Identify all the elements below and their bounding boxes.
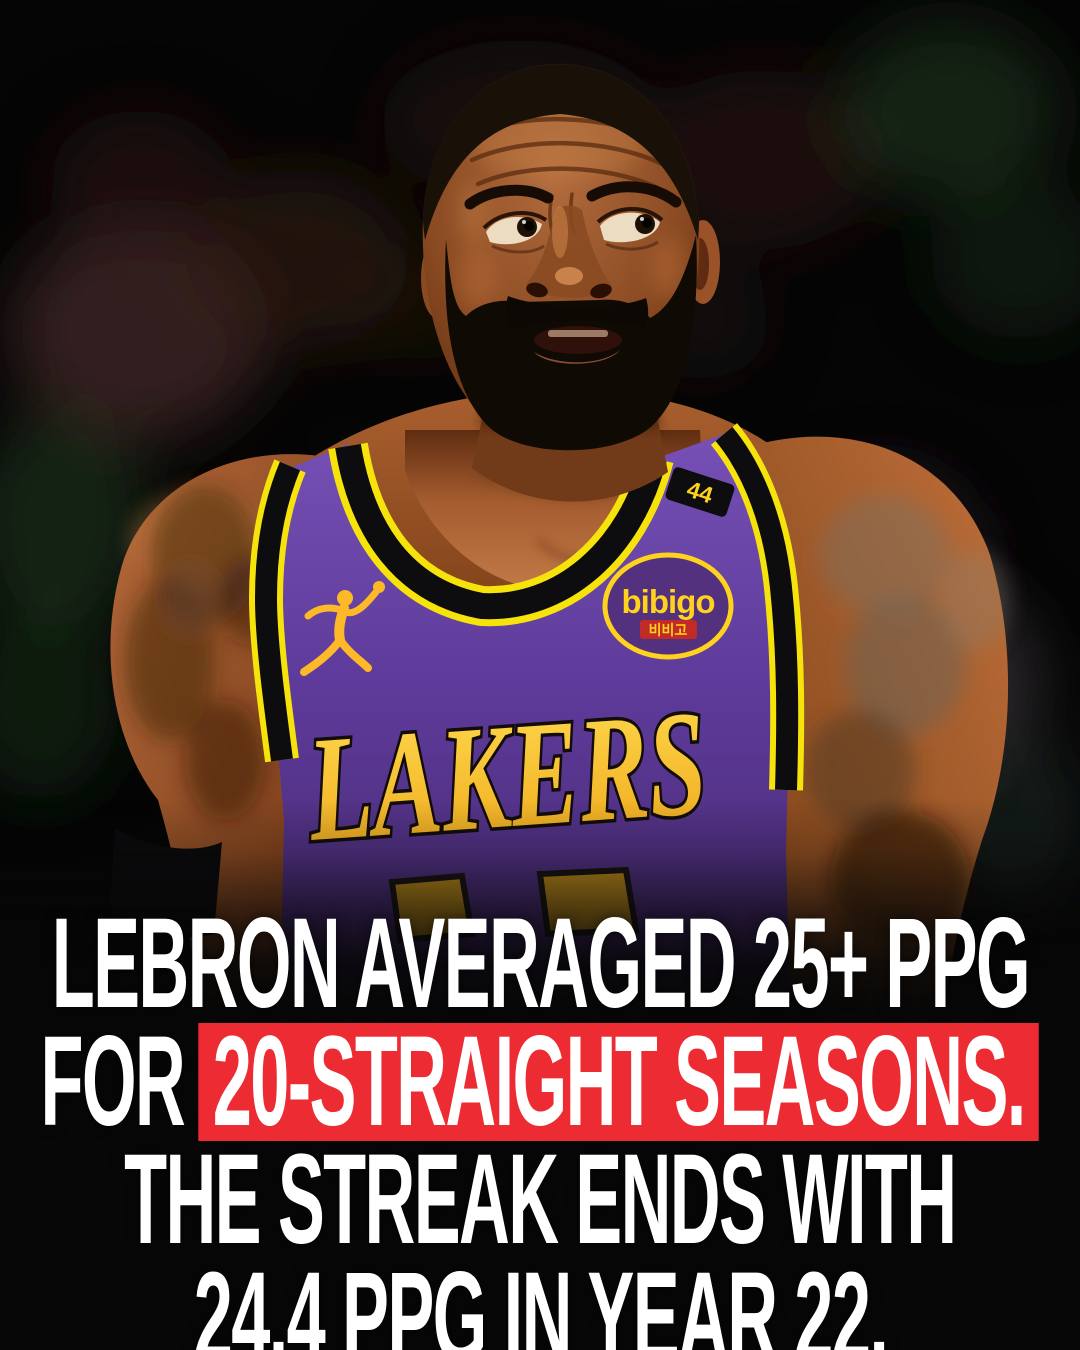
- bibigo-text: bibigo: [622, 583, 715, 620]
- caption-line-2: FOR 20-STRAIGHT SEASONS.: [0, 1018, 1080, 1146]
- caption-line-3-text: THE STREAK ENDS WITH: [124, 1128, 957, 1271]
- caption-block: LEBRON AVERAGED 25+ PPG FOR 20-STRAIGHT S…: [0, 892, 1080, 1350]
- lebron-photo: 44 bibigo 비비고: [0, 20, 1080, 1010]
- eyebrow-left: [464, 184, 554, 210]
- face: [421, 64, 720, 451]
- nose: [526, 205, 612, 299]
- caption-line-4-text: 24.4 PPG IN YEAR 22.: [193, 1246, 888, 1350]
- caption-line-2-prefix: FOR: [40, 1010, 186, 1153]
- caption-line-4: 24.4 PPG IN YEAR 22.: [0, 1246, 1080, 1350]
- jumpman-icon: [300, 581, 385, 676]
- mustache: [506, 296, 649, 330]
- caption-line-3: THE STREAK ENDS WITH: [0, 1128, 1080, 1271]
- caption-line-1-text: LEBRON AVERAGED 25+ PPG: [51, 892, 1030, 1035]
- arm-tattoos: [125, 485, 280, 820]
- mouth: [534, 326, 622, 364]
- eyes: [482, 206, 664, 254]
- caption-line-2-highlight: 20-STRAIGHT SEASONS.: [198, 1018, 1040, 1146]
- bibigo-patch: bibigo 비비고: [602, 552, 734, 660]
- bibigo-korean-text: 비비고: [649, 622, 688, 638]
- caption-line-1: LEBRON AVERAGED 25+ PPG: [0, 892, 1080, 1035]
- eyebrow-right: [586, 181, 682, 208]
- caption-line-2-text: FOR 20-STRAIGHT SEASONS.: [41, 1018, 1040, 1146]
- photo-fade-overlay: [0, 800, 1080, 1010]
- hair: [423, 64, 699, 240]
- shoulder-number-tab: 44: [665, 467, 735, 517]
